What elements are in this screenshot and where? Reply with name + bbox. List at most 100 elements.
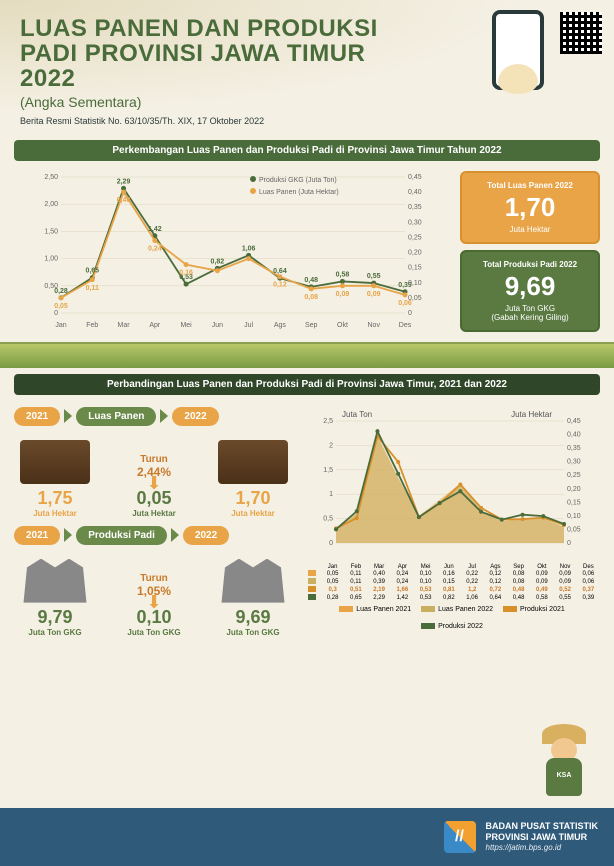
ricefield-icon [20, 440, 90, 484]
svg-text:2,29: 2,29 [117, 178, 131, 185]
svg-text:1,00: 1,00 [44, 255, 58, 262]
svg-text:2,50: 2,50 [44, 174, 58, 181]
ricebag-icon [218, 559, 288, 603]
svg-text:0,15: 0,15 [567, 499, 581, 506]
arrow-down-icon: ⬇ [114, 598, 194, 607]
svg-text:0,05: 0,05 [408, 294, 422, 301]
prod-compare: 9,79 Juta Ton GKG Turun 1,05% ⬇ 0,10 Jut… [14, 559, 294, 637]
legend-item: Luas Panen 2022 [421, 606, 493, 613]
svg-text:0,16: 0,16 [179, 269, 193, 276]
svg-text:2: 2 [329, 442, 333, 449]
card-luas-panen: Total Luas Panen 2022 1,70 Juta Hektar [460, 171, 600, 244]
svg-text:Jul: Jul [244, 322, 253, 329]
svg-text:0,10: 0,10 [408, 279, 422, 286]
chart1-container: 0,280,652,291,420,530,821,060,640,480,58… [14, 171, 452, 336]
svg-text:0,05: 0,05 [54, 302, 68, 309]
svg-text:0,09: 0,09 [367, 290, 381, 297]
prod-pill-row: 2021 Produksi Padi 2022 [14, 526, 294, 545]
svg-text:Sep: Sep [305, 322, 318, 329]
chart1: 0,280,652,291,420,530,821,060,640,480,58… [14, 171, 452, 331]
ricebag-icon [20, 559, 90, 603]
chevron-icon [171, 528, 179, 542]
summary-cards: Total Luas Panen 2022 1,70 Juta Hektar T… [460, 171, 600, 336]
svg-text:0,25: 0,25 [567, 472, 581, 479]
bps-logo-icon: // [444, 821, 476, 853]
svg-text:0,55: 0,55 [367, 273, 381, 280]
svg-text:0,45: 0,45 [567, 418, 581, 425]
svg-text:Mar: Mar [118, 322, 131, 329]
pill-2021: 2021 [14, 526, 60, 545]
svg-text:0,48: 0,48 [304, 276, 318, 283]
svg-text:0,25: 0,25 [408, 234, 422, 241]
phone-icon [492, 10, 544, 90]
svg-text:0,10: 0,10 [567, 512, 581, 519]
svg-text:0,08: 0,08 [304, 293, 318, 300]
svg-text:0,5: 0,5 [323, 515, 333, 522]
pill-2022: 2022 [183, 526, 229, 545]
svg-text:Juta Ton: Juta Ton [342, 410, 372, 419]
card-produksi: Total Produksi Padi 2022 9,69 Juta Ton G… [460, 250, 600, 332]
grass-divider [0, 342, 614, 368]
luas-pill-row: 2021 Luas Panen 2022 [14, 407, 294, 426]
section2: 2021 Luas Panen 2022 1,75 Juta Hektar Tu… [0, 401, 614, 647]
svg-text:Luas Panen (Juta Hektar): Luas Panen (Juta Hektar) [259, 189, 339, 196]
legend-item: Produksi 2022 [421, 623, 483, 630]
svg-text:Des: Des [399, 322, 412, 329]
pill-2022: 2022 [172, 407, 218, 426]
svg-text:0,64: 0,64 [273, 268, 287, 275]
svg-text:Okt: Okt [337, 322, 348, 329]
pill-luas: Luas Panen [76, 407, 156, 426]
luas-2022: 1,70 Juta Hektar [212, 440, 294, 518]
pill-prod: Produksi Padi [76, 526, 167, 545]
header: LUAS PANEN DAN PRODUKSI PADI PROVINSI JA… [0, 0, 614, 134]
svg-text:1,06: 1,06 [242, 245, 256, 252]
svg-text:0,40: 0,40 [408, 189, 422, 196]
pill-2021: 2021 [14, 407, 60, 426]
svg-text:0,24: 0,24 [148, 245, 162, 252]
svg-text:0,30: 0,30 [408, 219, 422, 226]
svg-text:0,12: 0,12 [273, 281, 287, 288]
arrow-down-icon: ⬇ [114, 479, 194, 488]
svg-text:Produksi GKG (Juta Ton): Produksi GKG (Juta Ton) [259, 177, 337, 184]
prod-2021: 9,79 Juta Ton GKG [14, 559, 96, 637]
chart2-container: Juta Ton Juta Hektar 00,511,522,500,050,… [304, 407, 600, 637]
svg-text:0,58: 0,58 [336, 271, 350, 278]
svg-text:1,5: 1,5 [323, 466, 333, 473]
chart2-data-table: JanFebMarAprMeiJunJulAgsSepOktNovDes 0,0… [304, 564, 600, 602]
svg-text:0: 0 [329, 540, 333, 547]
prod-delta: Turun 1,05% ⬇ 0,10 Juta Ton GKG [114, 573, 194, 637]
svg-text:0: 0 [408, 310, 412, 317]
svg-text:Nov: Nov [368, 322, 381, 329]
svg-text:Apr: Apr [149, 322, 161, 329]
svg-text:0,35: 0,35 [408, 204, 422, 211]
svg-text:0,11: 0,11 [86, 284, 99, 291]
svg-text:Ags: Ags [274, 322, 287, 329]
svg-text:2,5: 2,5 [323, 418, 333, 425]
comparison-panel: 2021 Luas Panen 2022 1,75 Juta Hektar Tu… [14, 407, 294, 637]
svg-text:Jan: Jan [55, 322, 66, 329]
footer-text: BADAN PUSAT STATISTIK PROVINSI JAWA TIMU… [486, 821, 599, 852]
section1: 0,280,652,291,420,530,821,060,640,480,58… [0, 167, 614, 342]
luas-compare: 1,75 Juta Hektar Turun 2,44% ⬇ 0,05 Juta… [14, 440, 294, 518]
chevron-icon [64, 528, 72, 542]
qr-code-icon [560, 12, 602, 54]
svg-text:0: 0 [567, 540, 571, 547]
svg-text:0,05: 0,05 [567, 526, 581, 533]
luas-2021: 1,75 Juta Hektar [14, 440, 96, 518]
legend-item: Luas Panen 2021 [339, 606, 411, 613]
svg-text:0,30: 0,30 [567, 458, 581, 465]
svg-text:0,82: 0,82 [211, 258, 225, 265]
press-line: Berita Resmi Statistik No. 63/10/35/Th. … [20, 116, 594, 126]
luas-delta: Turun 2,44% ⬇ 0,05 Juta Hektar [114, 454, 194, 518]
svg-text:0,40: 0,40 [567, 431, 581, 438]
svg-text:0,35: 0,35 [567, 445, 581, 452]
svg-text:0,09: 0,09 [336, 290, 350, 297]
chart2-legend: Luas Panen 2021 Luas Panen 2022 Produksi 2… [304, 606, 600, 630]
svg-text:0,20: 0,20 [567, 485, 581, 492]
svg-text:0,65: 0,65 [85, 267, 99, 274]
ricefield-icon [218, 440, 288, 484]
farmer-icon: KSA [534, 724, 594, 804]
svg-text:1,50: 1,50 [44, 228, 58, 235]
legend-item: Produksi 2021 [503, 606, 565, 613]
chart2: Juta Ton Juta Hektar 00,511,522,500,050,… [304, 407, 600, 557]
